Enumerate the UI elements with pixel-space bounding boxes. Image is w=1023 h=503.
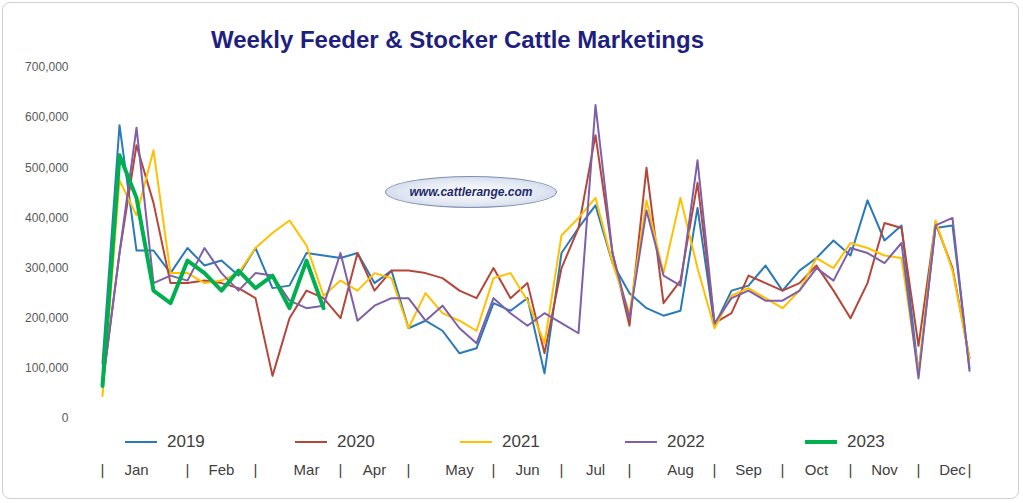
svg-text:Aug: Aug (667, 461, 694, 478)
svg-text:|: | (254, 461, 258, 478)
svg-text:Jul: Jul (586, 461, 605, 478)
svg-text:300,000: 300,000 (25, 261, 69, 275)
svg-text:|: | (186, 461, 190, 478)
svg-text:600,000: 600,000 (25, 110, 69, 124)
svg-text:Mar: Mar (294, 461, 320, 478)
svg-text:May: May (445, 461, 474, 478)
html-text:2021: 2021 (502, 432, 540, 451)
svg-text:Apr: Apr (363, 461, 386, 478)
svg-text:|: | (339, 461, 343, 478)
svg-text:|: | (917, 461, 921, 478)
html-text:2020: 2020 (337, 432, 375, 451)
svg-text:Sep: Sep (735, 461, 762, 478)
svg-text:Jan: Jan (124, 461, 148, 478)
html-text:2023: 2023 (847, 432, 885, 451)
svg-text:700,000: 700,000 (25, 60, 69, 74)
svg-text:|: | (713, 461, 717, 478)
html-text:2019: 2019 (167, 432, 205, 451)
svg-text:Nov: Nov (871, 461, 898, 478)
svg-text:|: | (492, 461, 496, 478)
html-text:Weekly Feeder & Stocker Cattle: Weekly Feeder & Stocker Cattle Marketing… (211, 26, 704, 53)
svg-text:|: | (101, 461, 105, 478)
svg-text:|: | (560, 461, 564, 478)
svg-text:100,000: 100,000 (25, 361, 69, 375)
svg-text:|: | (407, 461, 411, 478)
svg-text:Dec: Dec (939, 461, 966, 478)
svg-text:Feb: Feb (209, 461, 235, 478)
svg-text:500,000: 500,000 (25, 161, 69, 175)
html-text:www.cattlerange.com: www.cattlerange.com (409, 185, 533, 199)
svg-text:|: | (968, 461, 972, 478)
svg-text:400,000: 400,000 (25, 211, 69, 225)
svg-text:200,000: 200,000 (25, 311, 69, 325)
svg-text:|: | (781, 461, 785, 478)
svg-text:Jun: Jun (515, 461, 539, 478)
svg-text:|: | (849, 461, 853, 478)
svg-text:Oct: Oct (805, 461, 829, 478)
svg-text:|: | (628, 461, 632, 478)
svg-text:0: 0 (62, 411, 69, 425)
html-text:2022: 2022 (667, 432, 705, 451)
